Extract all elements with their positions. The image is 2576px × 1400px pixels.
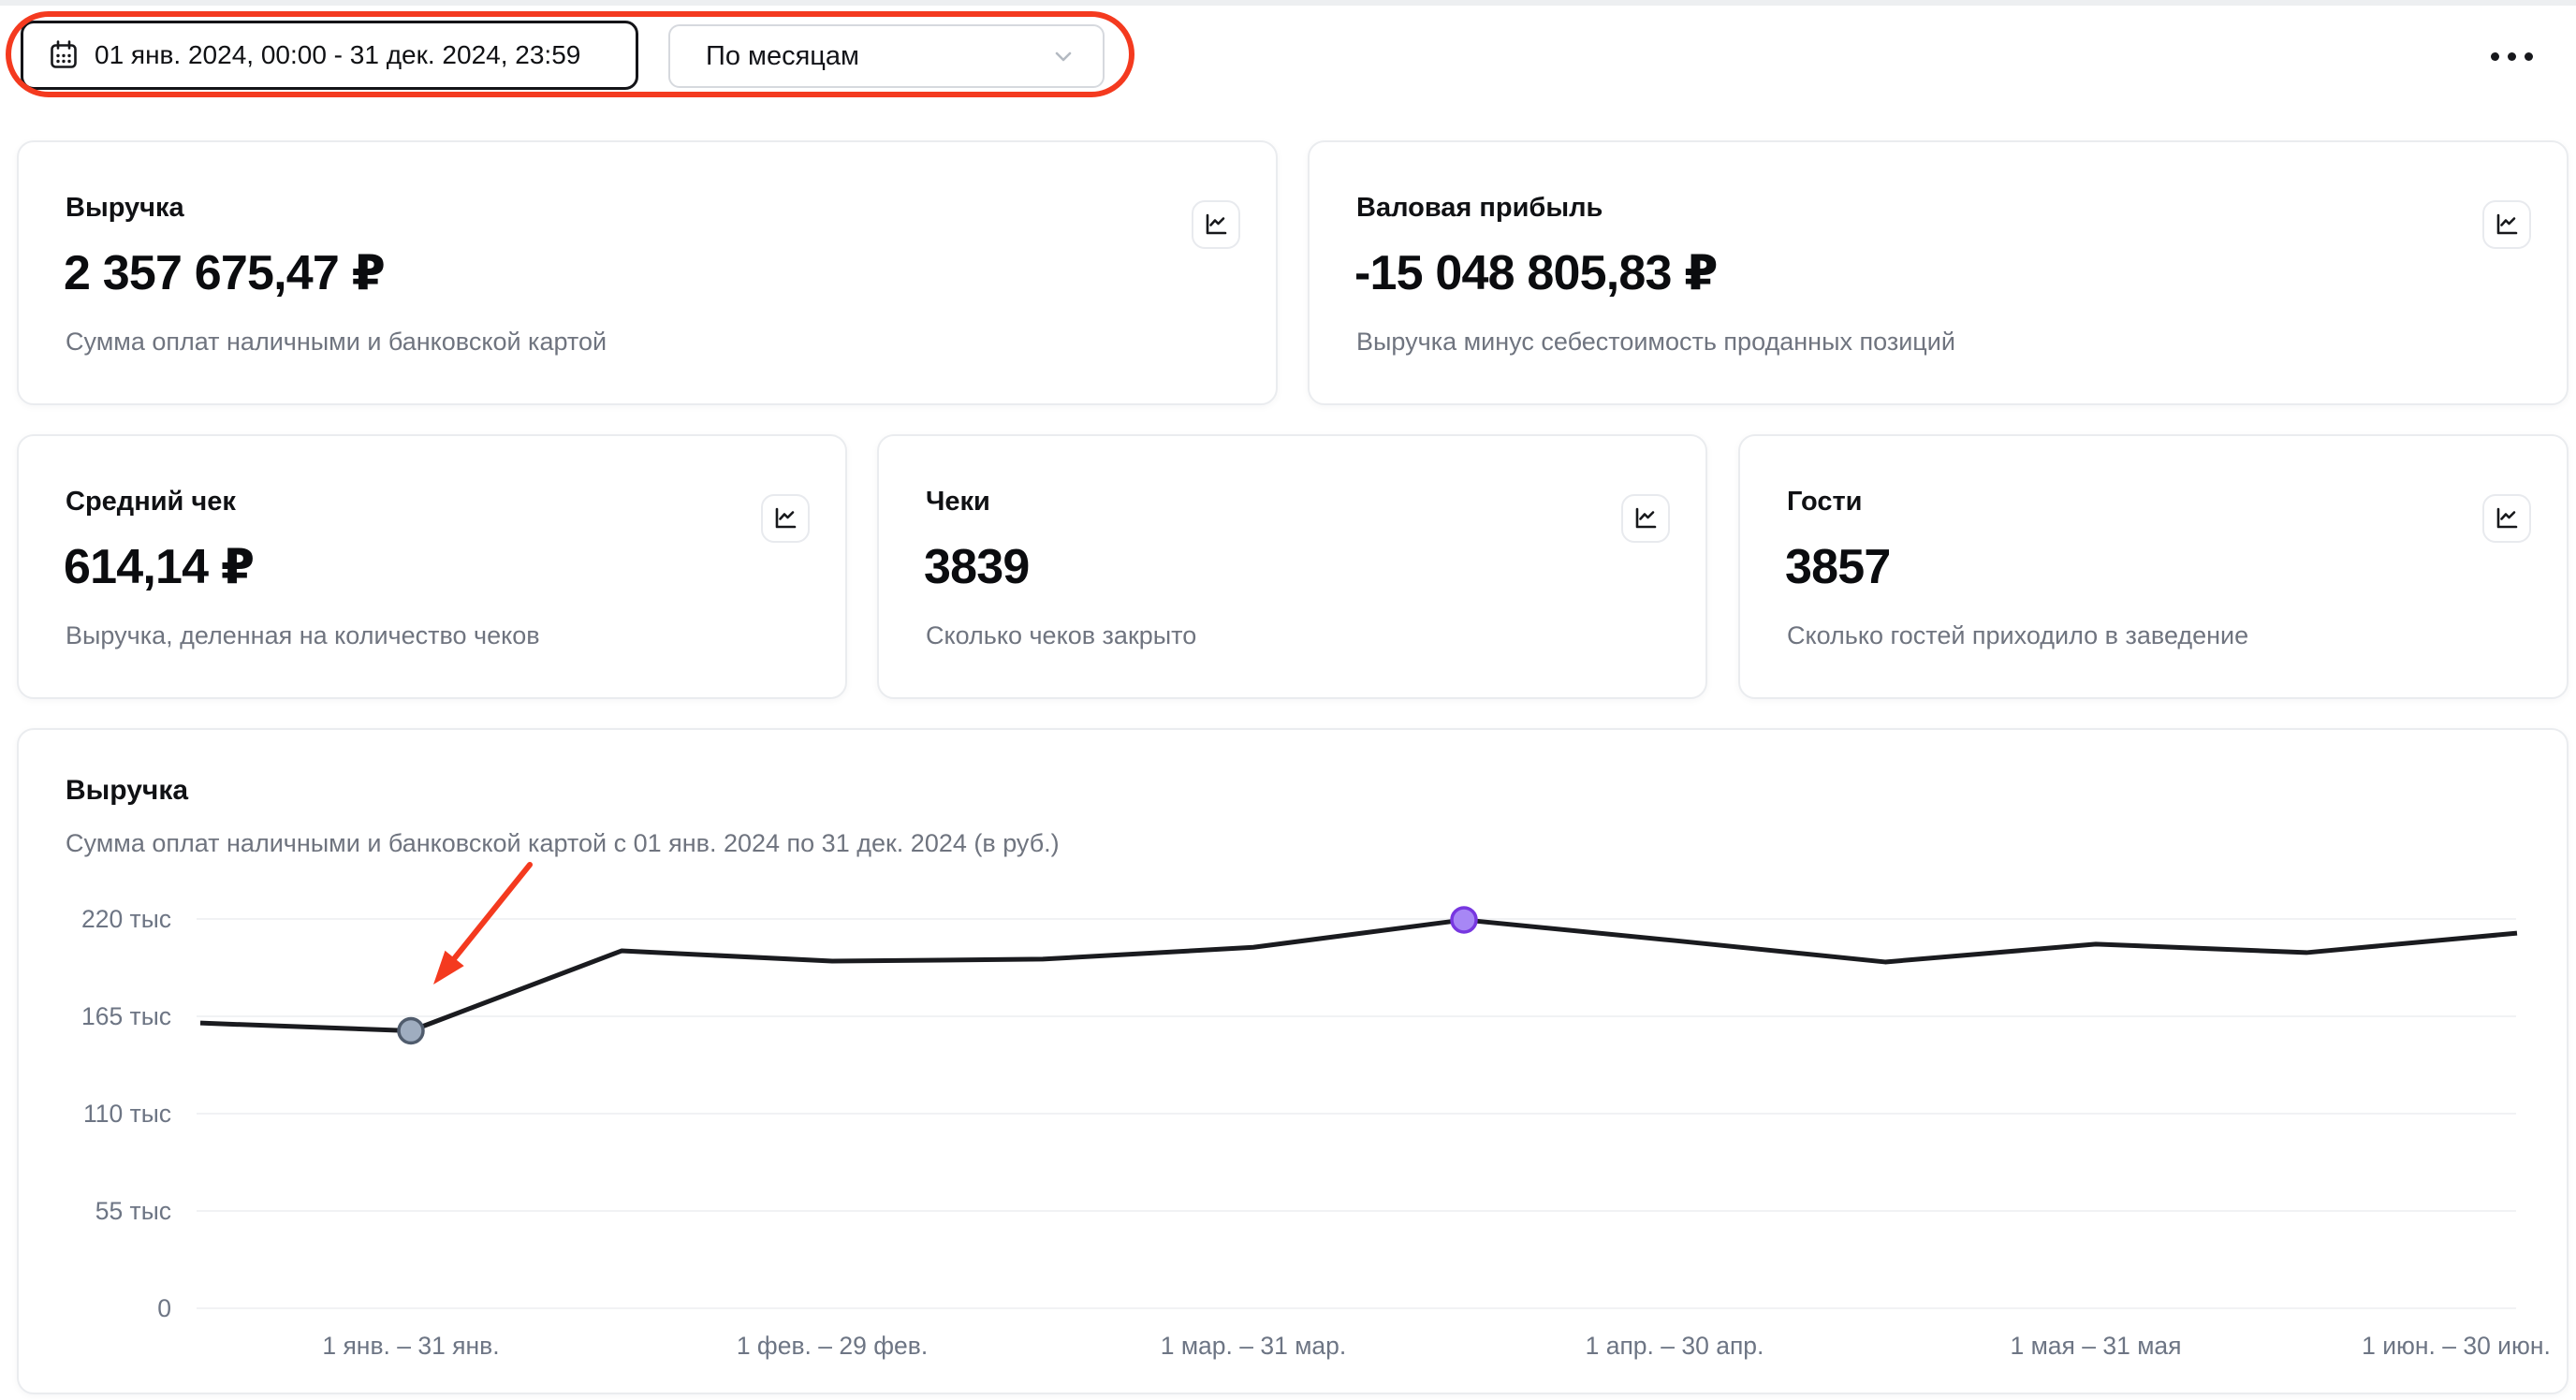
date-range-label: 01 янв. 2024, 00:00 - 31 дек. 2024, 23:5… <box>95 40 581 69</box>
chevron-down-icon <box>1055 51 1072 62</box>
card-description: Сколько чеков закрыто <box>926 621 1197 649</box>
card-value: -15 048 805,83 ₽ <box>1354 246 1718 300</box>
card-description: Выручка, деленная на количество чеков <box>66 621 540 649</box>
date-range-button[interactable]: 01 янв. 2024, 00:00 - 31 дек. 2024, 23:5… <box>21 21 638 90</box>
more-dot <box>2507 51 2516 61</box>
card-value: 3857 <box>1785 540 1891 594</box>
card-revenue: Выручка 2 357 675,47 ₽ Сумма оплат налич… <box>17 140 1278 405</box>
card-title: Чеки <box>926 487 990 517</box>
more-dot <box>2490 51 2499 61</box>
card-description: Сумма оплат наличными и банковской карто… <box>66 328 607 356</box>
card-receipts: Чеки 3839 Сколько чеков закрыто <box>877 434 1707 699</box>
card-description: Сколько гостей приходило в заведение <box>1787 621 2249 649</box>
line-chart-icon <box>2496 507 2518 529</box>
more-dot <box>2524 51 2533 61</box>
card-title: Валовая прибыль <box>1356 193 1603 223</box>
card-gross-profit: Валовая прибыль -15 048 805,83 ₽ Выручка… <box>1308 140 2569 405</box>
card-title: Выручка <box>66 193 184 223</box>
line-chart-icon <box>2496 213 2518 235</box>
card-value: 3839 <box>924 540 1030 594</box>
line-chart-icon <box>1206 213 1227 235</box>
revenue-chart-card: Выручка Сумма оплат наличными и банковск… <box>17 728 2569 1394</box>
window-top-strip <box>0 0 2576 6</box>
highlighted-point-gray[interactable] <box>397 1016 425 1045</box>
card-title: Средний чек <box>66 487 236 517</box>
card-chart-icon-button[interactable] <box>761 494 810 543</box>
card-title: Гости <box>1787 487 1863 517</box>
toolbar: 01 янв. 2024, 00:00 - 31 дек. 2024, 23:5… <box>0 0 2576 122</box>
line-chart-icon <box>1635 507 1657 529</box>
card-guests: Гости 3857 Сколько гостей приходило в за… <box>1738 434 2569 699</box>
granularity-select[interactable]: По месяцам <box>668 24 1105 88</box>
card-chart-icon-button[interactable] <box>1192 200 1240 249</box>
card-value: 614,14 ₽ <box>64 540 255 594</box>
chart-subtitle: Сумма оплат наличными и банковской карто… <box>66 829 1060 857</box>
chart-title: Выручка <box>66 775 189 806</box>
card-description: Выручка минус себестоимость проданных по… <box>1356 328 1955 356</box>
granularity-value: По месяцам <box>706 40 859 71</box>
card-average-check: Средний чек 614,14 ₽ Выручка, деленная н… <box>17 434 847 699</box>
card-chart-icon-button[interactable] <box>1621 494 1670 543</box>
card-chart-icon-button[interactable] <box>2482 494 2531 543</box>
calendar-icon <box>51 40 77 68</box>
card-chart-icon-button[interactable] <box>2482 200 2531 249</box>
line-chart-icon <box>775 507 797 529</box>
card-value: 2 357 675,47 ₽ <box>64 246 386 300</box>
more-menu-button[interactable] <box>2476 32 2547 80</box>
highlighted-point-purple[interactable] <box>1450 906 1478 934</box>
